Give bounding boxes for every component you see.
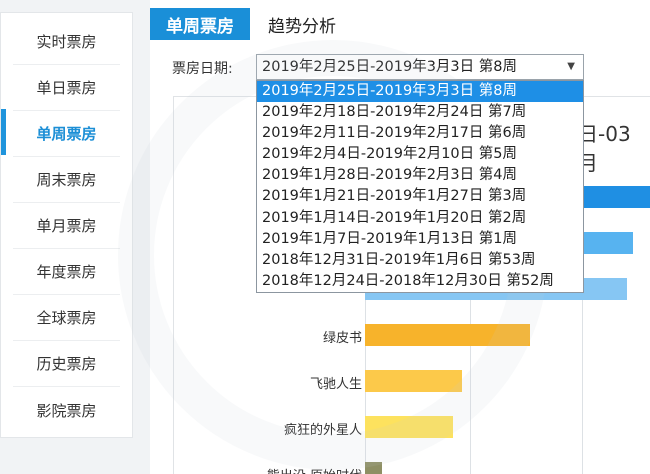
chart-title: 日-03月: [578, 122, 631, 175]
chart-bar[interactable]: [365, 416, 454, 438]
sidebar-item-history[interactable]: 历史票房: [13, 341, 120, 387]
sidebar-item-daily[interactable]: 单日票房: [13, 65, 120, 111]
chart-category-label: 绿皮书: [322, 331, 362, 346]
dropdown-option[interactable]: 2018年12月24日-2018年12月30日 第52周: [262, 272, 554, 289]
sidebar-item-yearly[interactable]: 年度票房: [13, 249, 120, 295]
chart-bar[interactable]: [365, 462, 383, 474]
dropdown-arrow-icon[interactable]: ▼: [567, 61, 575, 72]
dropdown-option[interactable]: 2019年1月14日-2019年1月20日 第2周: [262, 209, 527, 226]
tab-weekly-boxoffice[interactable]: 单周票房: [150, 8, 250, 40]
chart-gridline: [470, 170, 471, 474]
active-item-indicator: [1, 109, 6, 155]
dropdown-option[interactable]: 2019年2月4日-2019年2月10日 第5周: [262, 146, 517, 163]
tab-trend-analysis[interactable]: 趋势分析: [268, 16, 336, 37]
dropdown-option[interactable]: 2019年2月11日-2019年2月17日 第6周: [262, 125, 527, 142]
date-filter-label: 票房日期:: [172, 61, 233, 77]
dropdown-option[interactable]: 2019年2月18日-2019年2月24日 第7周: [262, 104, 527, 121]
chart-bar[interactable]: [365, 370, 462, 392]
sidebar-item-weekly[interactable]: 单周票房: [13, 111, 120, 157]
sidebar: 实时票房 单日票房 单周票房 周末票房 单月票房 年度票房 全球票房 历史票房 …: [0, 12, 133, 438]
sidebar-item-realtime[interactable]: 实时票房: [13, 19, 120, 65]
sidebar-item-global[interactable]: 全球票房: [13, 295, 120, 341]
chart-category-label: 飞驰人生: [309, 377, 362, 392]
date-select-value: 2019年2月25日-2019年3月3日 第8周: [262, 59, 517, 75]
chart-bar[interactable]: [365, 324, 531, 346]
date-select[interactable]: 2019年2月25日-2019年3月3日 第8周 ▼: [256, 54, 584, 80]
sidebar-item-monthly[interactable]: 单月票房: [13, 203, 120, 249]
dropdown-option[interactable]: 2019年1月21日-2019年1月27日 第3周: [262, 188, 527, 205]
chart-gridline: [365, 170, 366, 474]
main-panel: 单周票房 趋势分析 票房日期: 2019年2月25日-2019年3月3日 第8周…: [150, 0, 650, 474]
chart-category-label: 熊出没·原始时代: [267, 465, 362, 474]
sidebar-item-cinema[interactable]: 影院票房: [36, 401, 97, 420]
dropdown-option[interactable]: 2019年2月25日-2019年3月3日 第8周: [257, 81, 583, 103]
dropdown-option[interactable]: 2018年12月31日-2019年1月6日 第53周: [262, 251, 536, 268]
dropdown-option[interactable]: 2019年1月7日-2019年1月13日 第1周: [262, 230, 517, 247]
dropdown-option[interactable]: 2019年1月28日-2019年2月3日 第4周: [262, 167, 517, 184]
date-dropdown-list[interactable]: 2019年2月25日-2019年3月3日 第8周 2019年2月18日-2019…: [256, 80, 584, 293]
chart-category-label: 疯狂的外星人: [283, 423, 362, 438]
sidebar-item-weekend[interactable]: 周末票房: [13, 157, 120, 203]
chart-gridline: [582, 170, 583, 474]
